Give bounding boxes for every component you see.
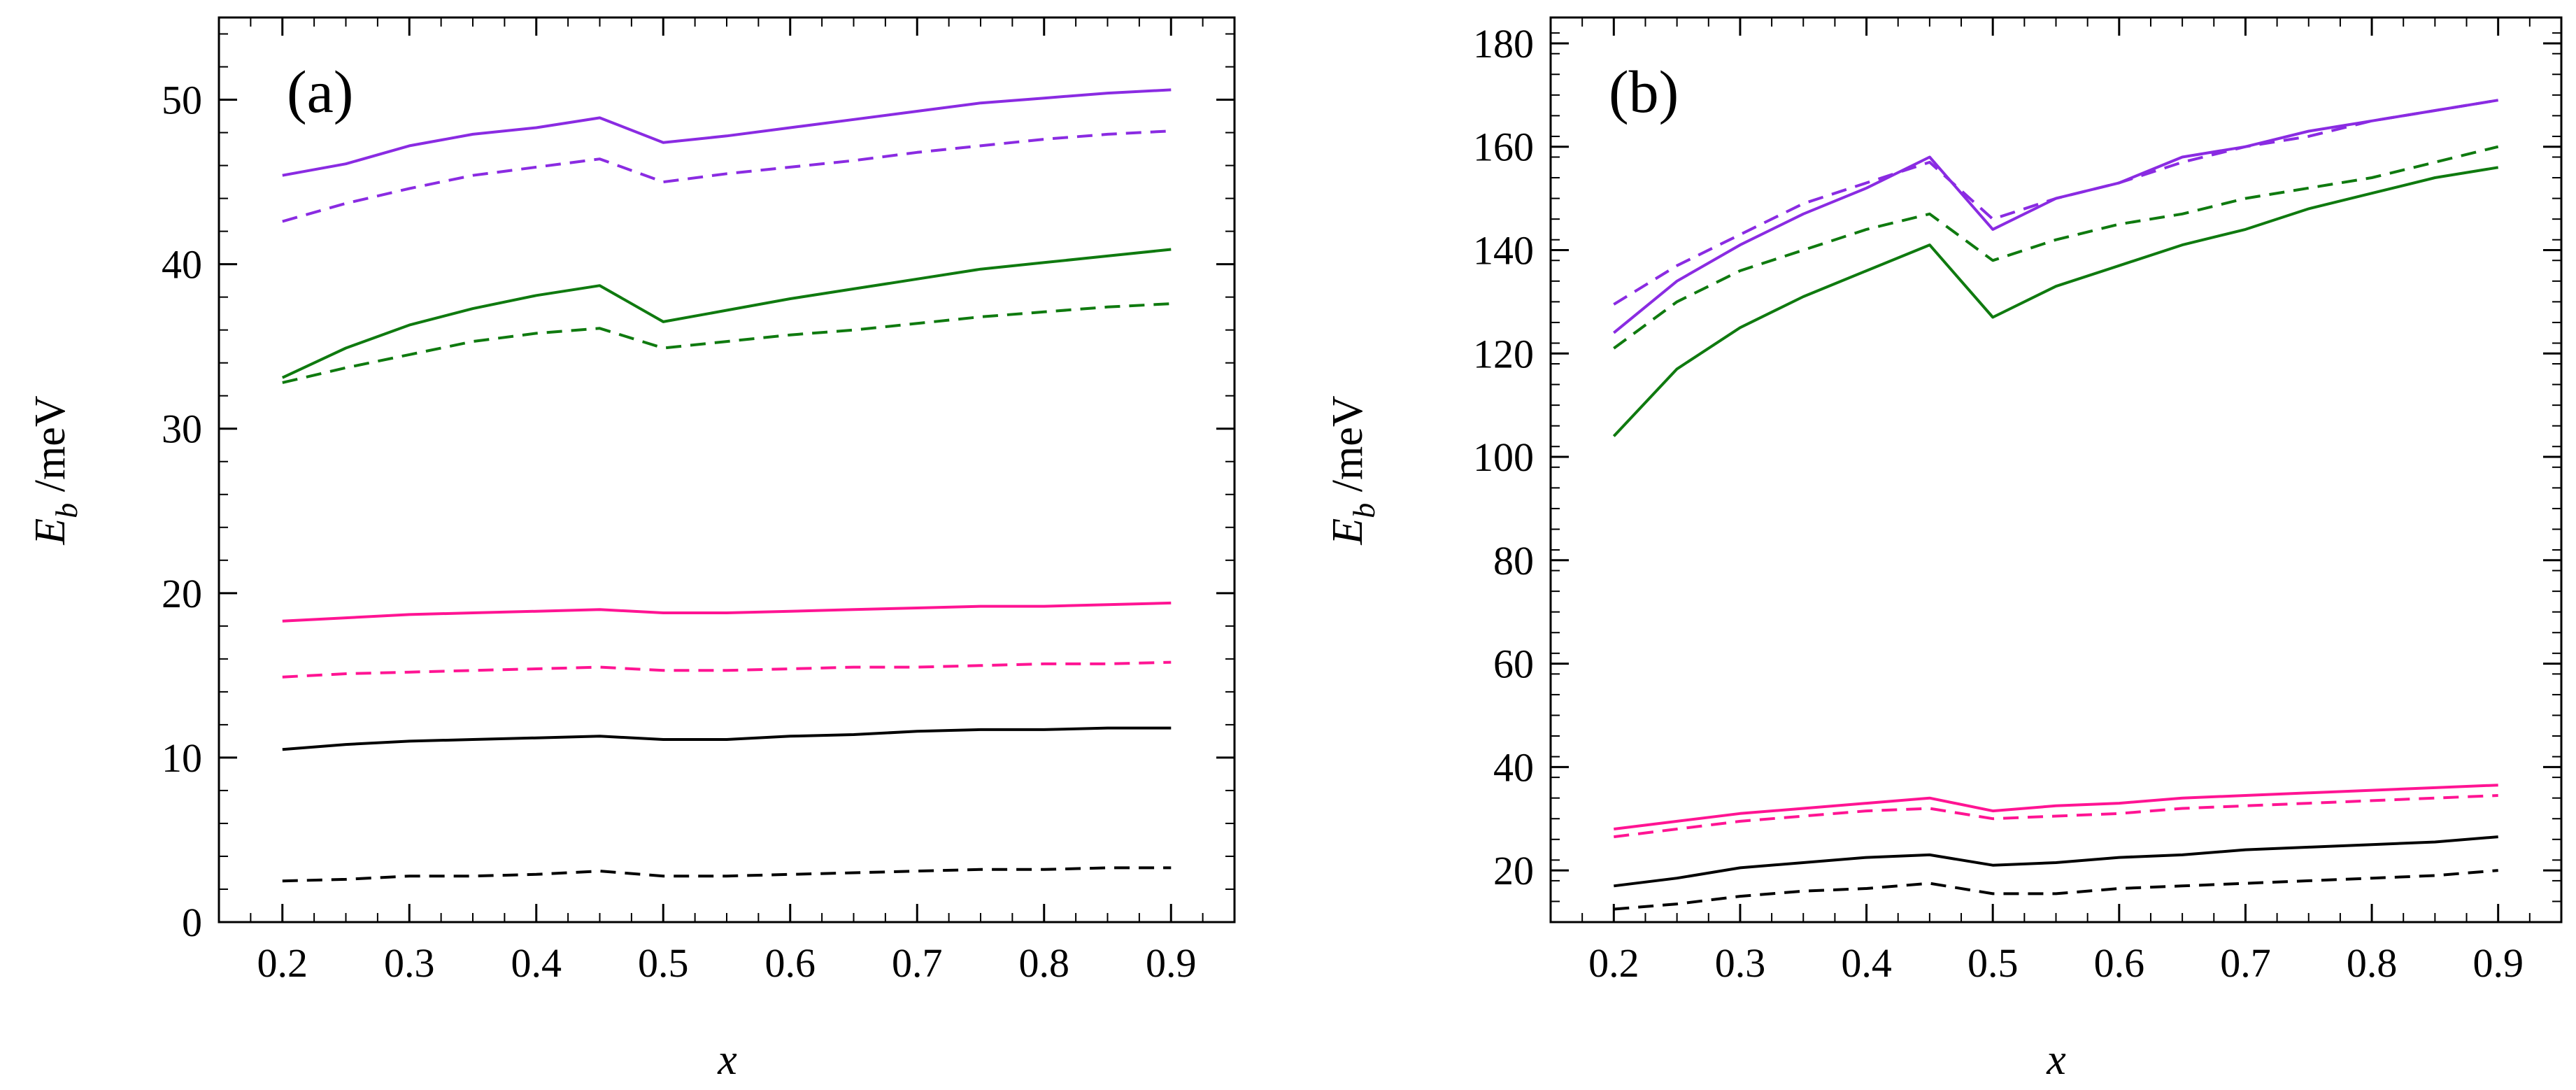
series-line-violet-solid <box>282 88 1172 177</box>
y-tick-label: 40 <box>1493 744 1534 790</box>
y-tick-label: 30 <box>162 406 202 452</box>
y-tick-label: 80 <box>1493 538 1534 583</box>
x-tick-label: 0.2 <box>1588 940 1639 986</box>
series-line-magenta-dashed <box>282 660 1172 679</box>
x-axis-title: x <box>2046 1036 2066 1084</box>
series-line-black-dashed <box>1614 869 2498 911</box>
y-tick-label: 180 <box>1473 21 1534 66</box>
y-tick-label: 20 <box>162 571 202 616</box>
y-tick-label: 40 <box>162 242 202 288</box>
x-tick-label: 0.4 <box>511 940 562 986</box>
series-line-green-solid <box>281 248 1172 379</box>
series-line-violet-solid <box>1613 99 2499 334</box>
series-line-black-solid <box>282 726 1172 751</box>
y-tick-label: 10 <box>162 735 202 781</box>
y-axis-title: Eb /meV <box>1324 395 1381 545</box>
plot-frame <box>218 16 1236 923</box>
x-tick-label: 0.4 <box>1841 940 1892 986</box>
x-tick-label: 0.6 <box>765 940 816 986</box>
y-axis-title-unit: /meV <box>27 395 74 502</box>
series-line-violet-dashed <box>1613 99 2499 306</box>
series-line-magenta-solid <box>282 601 1172 623</box>
x-tick-label: 0.3 <box>384 940 435 986</box>
y-tick-label: 100 <box>1473 434 1534 480</box>
x-tick-label: 0.8 <box>2347 940 2398 986</box>
y-axis-title-unit: /meV <box>1324 395 1372 502</box>
series-line-green-dashed <box>282 302 1172 384</box>
panel-label: (a) <box>287 58 353 125</box>
y-axis-title-symbol: E <box>1324 518 1372 546</box>
y-axis-title: Eb /meV <box>27 395 84 545</box>
y-tick-label: 0 <box>182 900 202 945</box>
series-line-green-solid <box>1612 166 2499 437</box>
x-tick-label: 0.3 <box>1715 940 1766 986</box>
y-tick-label: 160 <box>1473 125 1534 170</box>
y-tick-label: 60 <box>1493 642 1534 687</box>
panel-b: 0.2 0.3 0.4 0.5 0.6 0.7 0.8 0.9 20 40 60 80 100 120 14… <box>1324 16 2563 1084</box>
x-tick-label: 0.9 <box>2472 940 2524 986</box>
x-tick-label: 0.7 <box>2220 940 2271 986</box>
panel-label: (b) <box>1609 58 1679 125</box>
x-axis-title: x <box>717 1036 737 1084</box>
plot-frame <box>1549 16 2563 923</box>
x-tick-label: 0.5 <box>638 940 689 986</box>
series-line-magenta-dashed <box>1614 794 2498 839</box>
x-tick-label: 0.5 <box>1967 940 2019 986</box>
x-tick-label: 0.8 <box>1019 940 1070 986</box>
x-tick-label: 0.7 <box>892 940 943 986</box>
y-axis-title-symbol: E <box>27 518 74 546</box>
y-tick-label: 20 <box>1493 848 1534 893</box>
panel-a: 0.2 0.3 0.4 0.5 0.6 0.7 0.8 0.9 0 10 20 30 40 50 (a) x E… <box>27 16 1236 1084</box>
x-tick-label: 0.9 <box>1146 940 1197 986</box>
x-tick-label: 0.6 <box>2094 940 2145 986</box>
y-axis-title-subscript: b <box>50 503 84 518</box>
y-tick-label: 120 <box>1473 331 1534 376</box>
y-axis-title-subscript: b <box>1347 503 1381 518</box>
y-tick-label: 50 <box>162 78 202 123</box>
series-line-black-solid <box>1614 835 2498 888</box>
series-line-magenta-solid <box>1614 784 2498 830</box>
series-line-black-dashed <box>282 866 1172 883</box>
y-tick-label: 140 <box>1473 227 1534 273</box>
x-tick-label: 0.2 <box>257 940 308 986</box>
series-line-violet-dashed <box>282 129 1172 223</box>
series-line-green-dashed <box>1613 145 2499 350</box>
